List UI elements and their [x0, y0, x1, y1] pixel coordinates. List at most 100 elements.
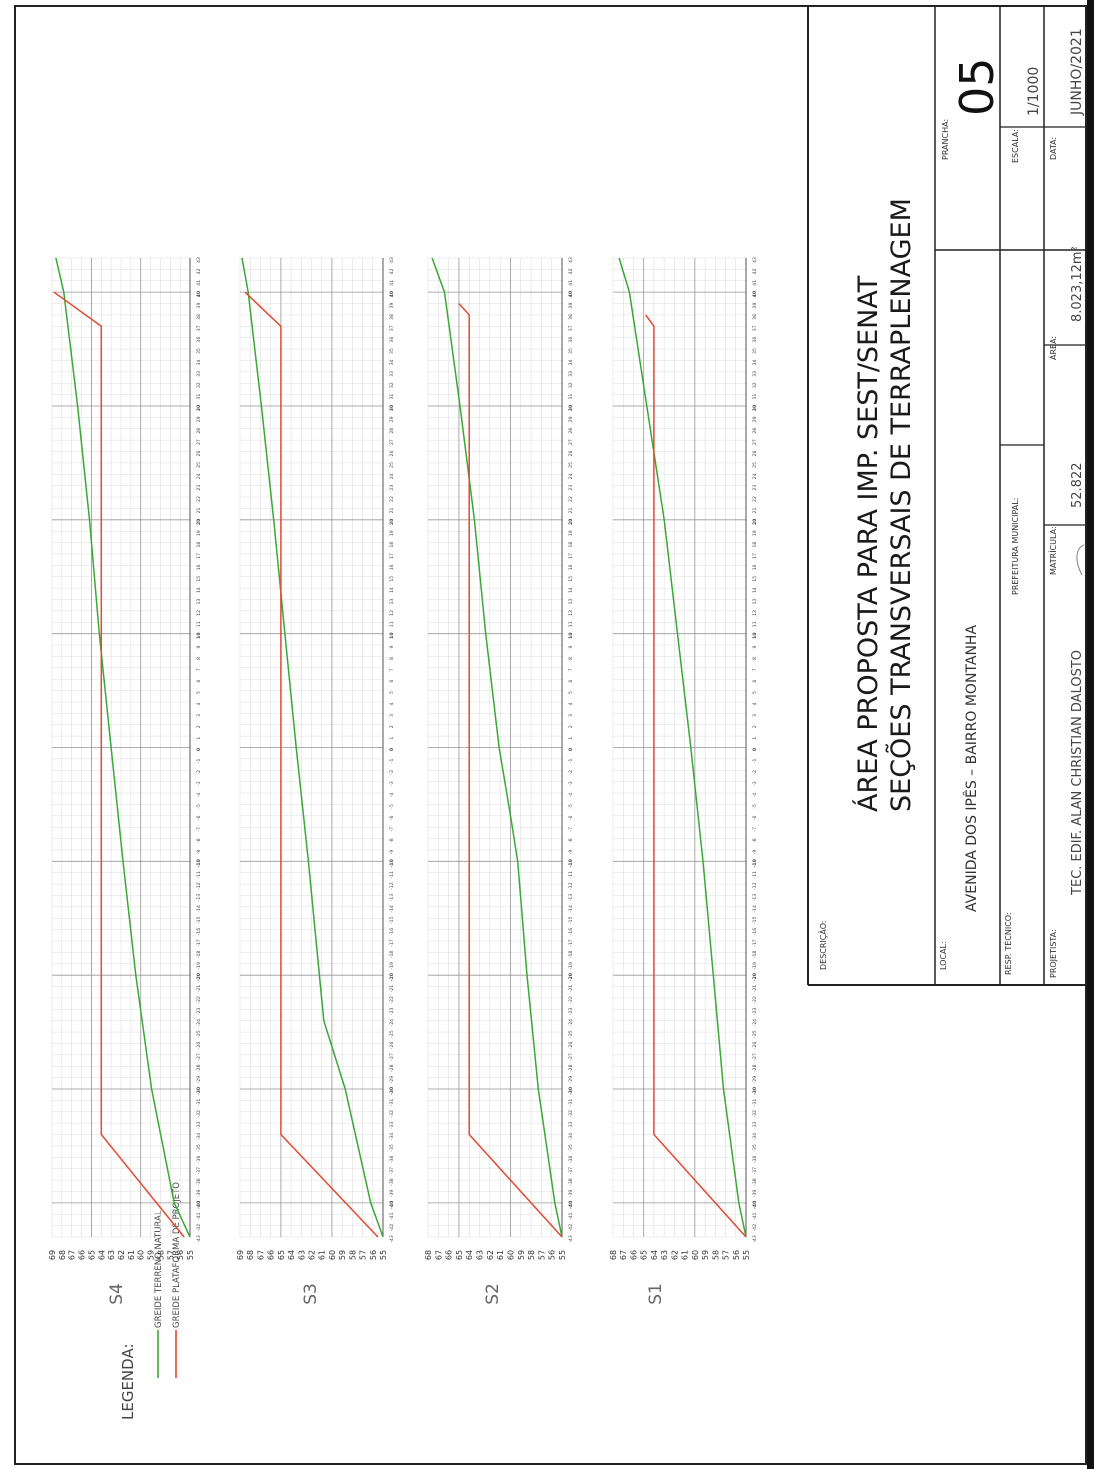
x-tick-label: -6 [196, 815, 202, 820]
x-tick-label: -42 [752, 1224, 758, 1232]
x-tick-label: -17 [389, 939, 395, 947]
y-tick-label: 69 [48, 1250, 57, 1260]
y-tick-label: 62 [308, 1250, 317, 1260]
x-tick-label: 9 [568, 646, 574, 649]
x-tick-label: -6 [568, 815, 574, 820]
x-tick-label: 41 [196, 280, 202, 286]
legend-label-project: GREIDE PLATAFORMA DE PROJETO [172, 1182, 182, 1328]
x-tick-label: 8 [568, 657, 574, 660]
y-tick-label: 61 [127, 1250, 136, 1260]
x-tick-label: 38 [389, 314, 395, 320]
designer-label: PROJETISTA: [1049, 929, 1058, 978]
x-tick-label: -36 [568, 1155, 574, 1163]
x-tick-label: -14 [196, 905, 202, 913]
y-tick-label: 60 [137, 1250, 146, 1260]
y-tick-label: 58 [348, 1250, 357, 1260]
x-tick-label: 17 [568, 553, 574, 559]
x-tick-label: 3 [196, 714, 202, 717]
series-natural-ground [618, 257, 747, 1238]
x-tick-label: 34 [752, 359, 758, 365]
y-tick-label: 57 [537, 1250, 546, 1260]
x-tick-label: -2 [568, 770, 574, 775]
x-tick-label: -40 [389, 1201, 395, 1209]
series-natural-ground [55, 257, 191, 1238]
x-tick-label: -7 [389, 827, 395, 832]
x-tick-label: 35 [752, 348, 758, 354]
x-tick-label: -23 [196, 1008, 202, 1016]
x-tick-label: 42 [568, 268, 574, 274]
x-tick-label: -41 [196, 1212, 202, 1220]
x-tick-label: -31 [389, 1099, 395, 1107]
x-tick-label: -18 [752, 951, 758, 959]
x-tick-label: 30 [196, 405, 202, 411]
x-tick-label: 5 [389, 691, 395, 694]
x-tick-label: 31 [389, 394, 395, 400]
x-tick-label: 11 [389, 621, 395, 627]
x-tick-label: 9 [752, 646, 758, 649]
x-tick-label: -24 [196, 1019, 202, 1027]
x-tick-label: 17 [389, 553, 395, 559]
x-tick-label: 24 [568, 473, 574, 479]
x-tick-label: 42 [389, 268, 395, 274]
x-tick-label: 39 [568, 303, 574, 309]
y-tick-label: 60 [506, 1250, 515, 1260]
x-tick-label: -8 [389, 838, 395, 843]
x-tick-label: 42 [752, 268, 758, 274]
x-tick-label: -24 [389, 1019, 395, 1027]
x-tick-label: -27 [752, 1053, 758, 1061]
x-tick-label: 18 [196, 542, 202, 548]
x-tick-label: 12 [196, 610, 202, 616]
x-tick-label: 30 [568, 405, 574, 411]
x-tick-label: 19 [389, 530, 395, 536]
date-value: JUNHO/2021 [1069, 28, 1085, 116]
x-tick-label: 6 [196, 680, 202, 683]
x-tick-label: -35 [196, 1144, 202, 1152]
area-value: 8.023,12m² [1070, 246, 1085, 322]
x-tick-label: -28 [568, 1064, 574, 1072]
x-tick-label: 18 [389, 542, 395, 548]
x-tick-label: 24 [389, 473, 395, 479]
x-tick-label: 36 [752, 337, 758, 343]
y-tick-label: 65 [640, 1250, 649, 1260]
x-tick-label: -18 [389, 951, 395, 959]
section-title: S4 [107, 1283, 127, 1305]
x-tick-label: 30 [752, 405, 758, 411]
x-tick-label: -4 [196, 793, 202, 798]
x-tick-label: -33 [196, 1121, 202, 1129]
x-tick-label: -5 [752, 804, 758, 809]
x-tick-label: 41 [752, 280, 758, 286]
x-tick-label: 36 [196, 337, 202, 343]
x-tick-label: -30 [196, 1087, 202, 1095]
x-tick-label: -24 [568, 1019, 574, 1027]
x-tick-label: -23 [752, 1008, 758, 1016]
x-tick-label: 20 [196, 519, 202, 525]
x-tick-label: -29 [389, 1076, 395, 1084]
section-s2: -43-42-41-40-39-38-37-36-35-34-33-32-31-… [424, 257, 574, 1305]
x-tick-label: -3 [196, 781, 202, 786]
x-tick-label: -7 [196, 827, 202, 832]
x-tick-label: 21 [389, 507, 395, 513]
x-tick-label: 36 [389, 337, 395, 343]
x-tick-label: -5 [568, 804, 574, 809]
x-tick-label: -2 [752, 770, 758, 775]
y-tick-label: 66 [78, 1250, 87, 1260]
x-tick-label: 33 [568, 371, 574, 377]
description-label: DESCRIÇÃO: [818, 920, 828, 970]
x-tick-label: -16 [568, 928, 574, 936]
x-tick-label: 35 [389, 348, 395, 354]
x-tick-label: 30 [389, 405, 395, 411]
x-tick-label: -13 [389, 894, 395, 902]
x-tick-label: 39 [196, 303, 202, 309]
x-tick-label: 9 [196, 646, 202, 649]
x-tick-label: -8 [568, 838, 574, 843]
x-tick-label: 28 [752, 428, 758, 434]
x-tick-label: 21 [568, 507, 574, 513]
x-tick-label: 12 [752, 610, 758, 616]
x-tick-label: -32 [196, 1110, 202, 1118]
x-tick-label: -1 [568, 759, 574, 764]
x-tick-label: 1 [389, 737, 395, 740]
x-tick-label: -26 [196, 1042, 202, 1050]
y-tick-label: 56 [548, 1250, 557, 1260]
x-tick-label: 37 [389, 325, 395, 331]
